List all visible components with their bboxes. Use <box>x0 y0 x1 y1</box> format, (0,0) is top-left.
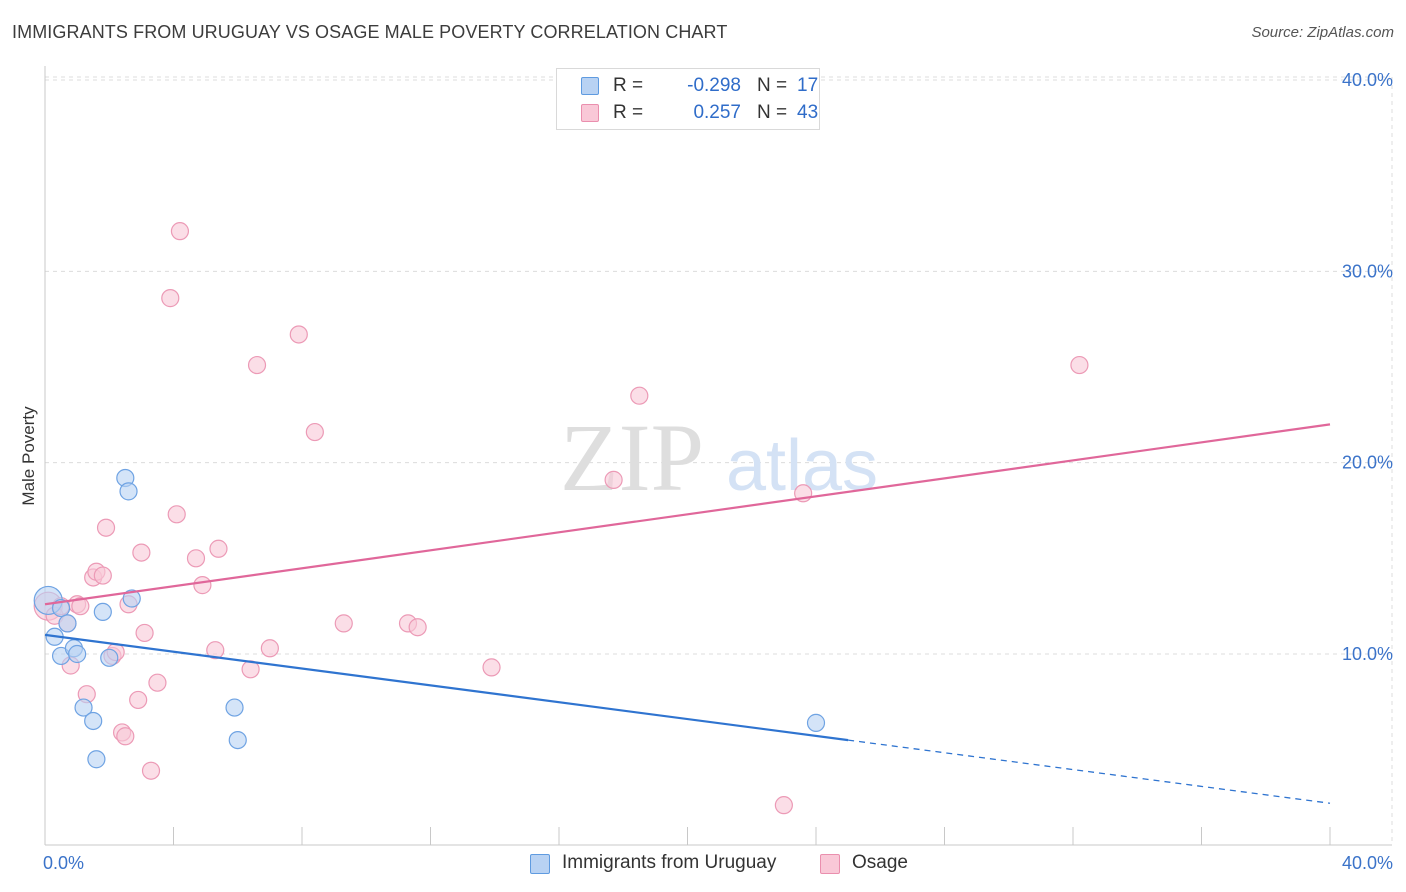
osage-point <box>482 658 501 677</box>
osage-point <box>116 727 135 746</box>
uruguay-point <box>122 589 141 608</box>
watermark-zip: ZIP <box>560 404 704 511</box>
osage-point <box>630 386 649 405</box>
x-tick-label-min: 0.0% <box>43 853 84 873</box>
uruguay-point <box>93 602 112 622</box>
uruguay-point <box>51 598 71 618</box>
trend-lines <box>44 423 1331 804</box>
axes <box>44 66 1392 846</box>
x-tick-label-max: 40.0% <box>1342 853 1393 873</box>
y-axis-label: Male Poverty <box>19 406 38 506</box>
osage-point <box>1070 355 1089 375</box>
uruguay-point <box>84 711 103 731</box>
osage-point <box>186 549 206 568</box>
osage-point <box>129 690 148 710</box>
uruguay-point <box>87 750 106 769</box>
osage-point <box>141 761 161 780</box>
uruguay-point <box>58 614 77 633</box>
legend-n-label: N = <box>757 102 788 123</box>
data-points <box>33 222 1089 815</box>
osage-point <box>334 614 353 633</box>
correlation-legend: R = -0.298 N = 17 R = 0.257 N = 43 <box>556 68 820 130</box>
uruguay-point <box>806 713 826 732</box>
osage-point <box>93 566 112 585</box>
legend-label-osage: Osage <box>852 852 908 873</box>
osage-point <box>260 639 279 658</box>
osage-point <box>132 543 151 562</box>
y-tick-label: 10.0% <box>1342 644 1393 664</box>
legend-swatch-osage <box>820 854 840 874</box>
osage-point <box>305 422 324 442</box>
legend-r-value: 0.257 <box>693 102 741 123</box>
uruguay-point <box>68 644 87 664</box>
osage-point <box>148 673 167 692</box>
legend-r-label: R = <box>613 102 644 123</box>
uruguay-point <box>74 698 93 717</box>
legend-swatch-uruguay <box>581 77 599 95</box>
tick-labels: 10.0% 20.0% 30.0% 40.0% 0.0% 40.0% <box>43 70 1393 873</box>
uruguay-trend-extension <box>848 739 1331 804</box>
osage-point <box>161 289 180 308</box>
osage-point <box>209 539 228 558</box>
y-tick-label: 30.0% <box>1342 261 1393 281</box>
osage-point <box>206 641 225 660</box>
gridlines <box>45 76 1393 845</box>
osage-point <box>774 796 793 815</box>
osage-point <box>193 576 212 595</box>
legend-swatch-uruguay <box>530 854 550 874</box>
y-tick-label: 40.0% <box>1342 70 1393 90</box>
osage-point <box>604 470 623 489</box>
osage-point <box>167 505 186 524</box>
chart-title: IMMIGRANTS FROM URUGUAY VS OSAGE MALE PO… <box>12 22 728 42</box>
osage-point <box>247 355 267 375</box>
osage-point <box>170 222 190 241</box>
legend-r-value: -0.298 <box>687 75 741 96</box>
legend-n-value: 17 <box>797 75 819 96</box>
legend-label-uruguay: Immigrants from Uruguay <box>562 852 777 873</box>
legend-n-label: N = <box>757 75 788 96</box>
osage-point <box>71 597 90 616</box>
legend-r-label: R = <box>613 75 644 96</box>
osage-trend-line <box>44 423 1331 606</box>
osage-point <box>96 518 116 537</box>
uruguay-point <box>119 482 138 501</box>
uruguay-point <box>225 698 244 717</box>
osage-point <box>135 623 154 643</box>
source-label: Source: ZipAtlas.com <box>1251 24 1394 41</box>
y-tick-label: 20.0% <box>1342 453 1393 473</box>
uruguay-point <box>228 730 247 750</box>
osage-point <box>289 325 308 344</box>
osage-point <box>408 618 427 637</box>
uruguay-point <box>100 648 119 667</box>
legend-n-value: 43 <box>797 102 819 123</box>
legend-swatch-osage <box>581 104 599 122</box>
uruguay-trend-line <box>44 633 849 742</box>
